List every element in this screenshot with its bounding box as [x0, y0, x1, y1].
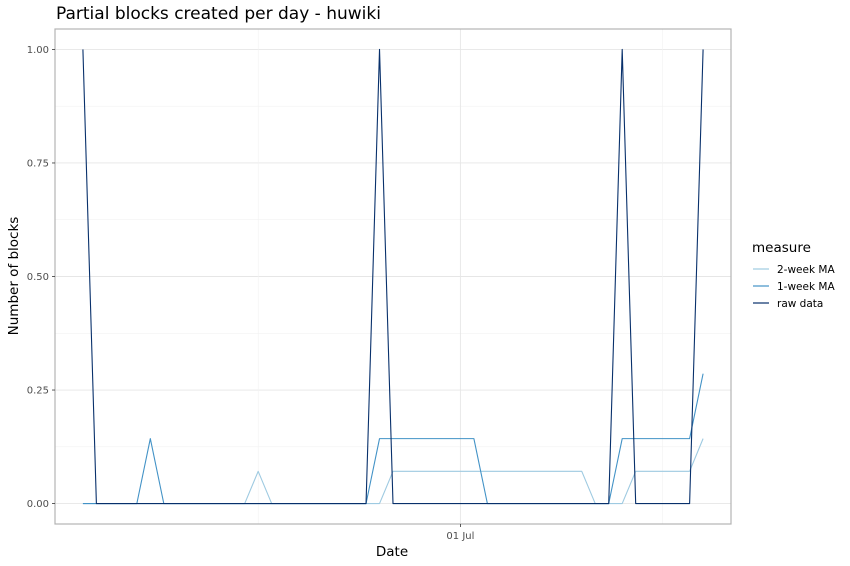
y-tick-label: 0.00 — [27, 499, 49, 510]
x-axis: 01 Jul — [446, 524, 474, 542]
grid-lines — [55, 29, 731, 524]
y-axis-title: Number of blocks — [6, 217, 22, 336]
y-tick-label: 0.25 — [27, 386, 49, 397]
legend-title: measure — [752, 240, 811, 256]
plot-panel — [54, 28, 732, 525]
x-tick-label: 01 Jul — [446, 531, 474, 542]
chart-title: Partial blocks created per day - huwiki — [56, 4, 381, 24]
y-tick-label: 0.50 — [27, 272, 49, 283]
y-tick-label: 1.00 — [27, 45, 49, 56]
legend-label: 1-week MA — [777, 281, 835, 293]
y-axis: 0.00 0.25 0.50 0.75 1.00 — [27, 45, 55, 510]
legend-entries: 2-week MA 1-week MA raw data — [753, 264, 835, 310]
legend-label: 2-week MA — [777, 264, 835, 276]
series-line-2 — [82, 48, 704, 505]
y-tick-label: 0.75 — [27, 158, 49, 169]
legend-label: raw data — [777, 298, 823, 310]
series-lines — [82, 48, 704, 505]
legend: measure 2-week MA 1-week MA raw data — [752, 240, 835, 310]
x-axis-title: Date — [376, 544, 408, 560]
